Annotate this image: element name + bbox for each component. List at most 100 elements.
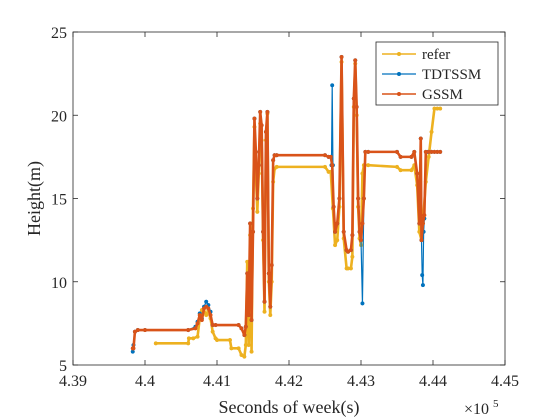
legend-marker [397, 92, 401, 96]
data-point-gssm [249, 318, 254, 323]
data-point-gssm [420, 221, 425, 226]
data-point-gssm [258, 109, 263, 114]
data-point-gssm [193, 326, 198, 331]
legend-label: TDTSSM [422, 67, 481, 83]
x-exponent-label: ×10 5 [464, 398, 499, 418]
data-point-refer [398, 168, 403, 173]
data-point-refer [255, 209, 260, 214]
data-point-refer [229, 346, 234, 351]
data-point-gssm [206, 306, 211, 311]
data-point-gssm [419, 238, 424, 243]
data-point-refer [191, 336, 196, 341]
data-point-gssm [322, 153, 328, 158]
data-point-refer [322, 164, 328, 169]
data-point-gssm [252, 116, 257, 121]
data-point-refer [350, 254, 355, 259]
data-point-refer [153, 341, 158, 346]
data-point-gssm [256, 163, 261, 168]
data-point-refer [204, 313, 209, 318]
y-tick-label: 10 [51, 275, 67, 292]
legend: refer TDTSSM GSSM [375, 41, 499, 106]
data-point-gssm [263, 129, 269, 134]
data-point-gssm [131, 346, 136, 351]
legend-marker [397, 52, 401, 56]
data-point-gssm [331, 204, 336, 209]
data-point-gssm [339, 54, 344, 60]
data-point-refer [186, 341, 191, 346]
data-point-gssm [261, 229, 266, 234]
data-point-gssm [351, 96, 356, 101]
data-point-gssm [271, 158, 276, 163]
data-point-gssm [243, 324, 248, 329]
data-point-gssm [422, 213, 427, 218]
data-point-gssm [245, 271, 250, 276]
data-point-gssm [361, 196, 366, 201]
data-point-tdtssm [360, 301, 365, 306]
data-point-gssm [197, 313, 202, 318]
data-point-refer [333, 243, 338, 248]
data-point-gssm [255, 196, 260, 201]
data-point-gssm [239, 326, 244, 331]
data-point-gssm [333, 229, 338, 234]
x-axis-label: Seconds of week(s) [219, 397, 360, 418]
x-exponent-power: 5 [493, 398, 499, 410]
data-point-gssm [438, 149, 443, 154]
x-tick-label: 4.43 [347, 373, 375, 390]
data-point-gssm [398, 154, 403, 159]
data-point-gssm [341, 229, 346, 234]
y-tick-label: 20 [51, 108, 67, 125]
data-point-gssm [248, 221, 253, 226]
data-point-gssm [358, 238, 364, 243]
data-point-gssm [350, 233, 355, 238]
data-point-tdtssm [130, 349, 135, 354]
legend-marker [397, 72, 401, 76]
data-point-gssm [265, 109, 270, 114]
data-point-refer [262, 309, 267, 314]
ticks-layer: 4.39 4.4 4.41 4.42 4.43 4.44 4.45 5 10 15 20 25 [51, 25, 519, 390]
data-point-refer [210, 329, 215, 334]
data-point-refer [429, 129, 434, 134]
data-point-refer [186, 336, 191, 341]
series-gssm [130, 54, 443, 351]
data-point-gssm [253, 149, 258, 154]
data-point-gssm [266, 271, 271, 276]
data-point-gssm [328, 154, 333, 159]
data-point-gssm [142, 327, 148, 333]
y-tick-label: 25 [51, 25, 67, 42]
data-point-refer [249, 349, 254, 354]
data-point-gssm [274, 153, 279, 158]
x-tick-label: 4.4 [135, 373, 155, 390]
data-point-gssm [412, 149, 417, 154]
data-point-gssm [213, 322, 218, 328]
data-point-gssm [268, 304, 273, 309]
data-point-gssm [208, 313, 213, 318]
data-point-gssm [236, 322, 241, 328]
data-point-tdtssm [420, 283, 425, 288]
data-point-gssm [409, 154, 414, 159]
data-point-refer [274, 164, 279, 169]
data-point-gssm [250, 229, 256, 234]
data-point-gssm [262, 299, 267, 304]
data-point-gssm [356, 196, 361, 201]
y-tick-label: 5 [59, 358, 67, 375]
data-point-gssm [337, 196, 342, 201]
data-point-gssm [330, 163, 335, 168]
data-point-refer [348, 266, 353, 271]
data-point-gssm [186, 327, 191, 333]
y-tick-label: 15 [51, 192, 67, 209]
y-axis-label: Height(m) [24, 161, 45, 236]
data-point-gssm [353, 58, 358, 63]
x-exponent-base: ×10 [464, 401, 489, 418]
legend-label: GSSM [422, 87, 463, 103]
x-tick-label: 4.42 [275, 373, 303, 390]
data-point-refer [214, 337, 220, 343]
legend-label: refer [422, 47, 450, 63]
data-point-refer [236, 346, 241, 351]
data-point-gssm [195, 321, 200, 326]
data-point-gssm [357, 229, 362, 234]
data-point-gssm [366, 149, 371, 154]
data-point-tdtssm [204, 299, 209, 304]
data-point-gssm [199, 318, 204, 323]
x-tick-label: 4.45 [491, 373, 519, 390]
